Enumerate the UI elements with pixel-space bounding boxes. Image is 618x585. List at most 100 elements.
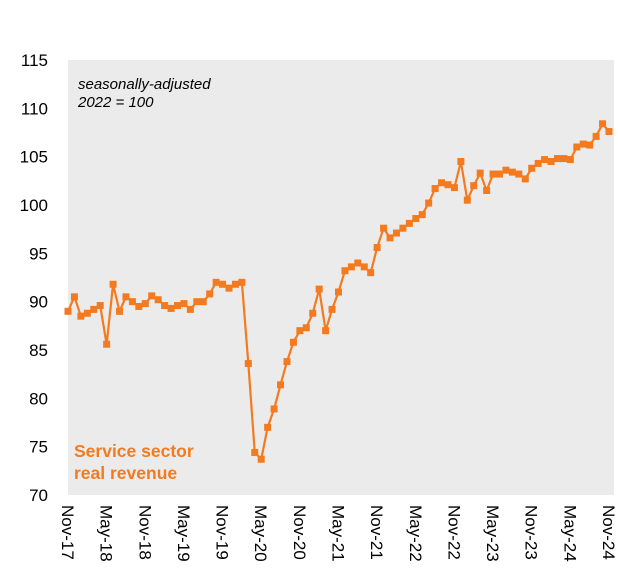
marker [180, 300, 188, 308]
marker [502, 166, 510, 174]
marker [244, 360, 252, 368]
marker [186, 305, 194, 313]
marker [367, 269, 375, 277]
marker [341, 267, 349, 275]
marker [515, 170, 523, 178]
marker [135, 303, 143, 310]
x-tick-label: May-18 [97, 505, 116, 562]
y-tick-label: 90 [29, 293, 48, 312]
y-tick-label: 110 [21, 99, 48, 118]
marker [283, 358, 291, 366]
marker [128, 298, 136, 306]
marker [289, 338, 297, 346]
annotation: 2022 = 100 [77, 94, 154, 111]
marker [450, 184, 458, 192]
x-tick-label: Nov-24 [599, 505, 618, 560]
marker [560, 155, 568, 163]
marker [470, 182, 478, 190]
marker [167, 304, 175, 312]
marker [605, 128, 613, 136]
marker [154, 296, 162, 304]
marker [431, 185, 439, 193]
marker [534, 159, 542, 167]
marker [141, 300, 149, 308]
marker [148, 292, 156, 300]
y-tick-label: 115 [21, 51, 48, 70]
marker [566, 156, 574, 164]
marker [592, 132, 600, 140]
marker [96, 302, 104, 310]
x-tick-label: May-21 [329, 505, 348, 562]
marker [483, 187, 491, 194]
marker [418, 211, 426, 219]
marker [373, 244, 381, 252]
plot-area [68, 60, 614, 495]
marker [161, 302, 169, 310]
marker [238, 278, 246, 286]
y-tick-label: 80 [29, 389, 48, 408]
marker [199, 298, 207, 306]
marker [360, 263, 368, 271]
marker [438, 179, 446, 187]
marker [296, 327, 304, 335]
y-tick-label: 70 [29, 486, 48, 505]
y-tick-label: 75 [29, 438, 48, 457]
marker [116, 307, 124, 315]
y-tick-label: 95 [29, 244, 48, 263]
x-tick-label: Nov-21 [367, 505, 386, 560]
x-tick-label: Nov-18 [135, 505, 154, 560]
marker [264, 423, 272, 431]
marker [315, 285, 323, 293]
marker [476, 169, 484, 177]
marker [444, 181, 452, 189]
x-tick-label: May-19 [174, 505, 193, 562]
marker [173, 302, 181, 310]
marker [399, 224, 407, 232]
marker [463, 196, 471, 204]
marker [109, 280, 117, 288]
marker [405, 219, 413, 227]
x-tick-label: Nov-17 [58, 505, 77, 560]
marker [586, 141, 594, 149]
marker [489, 170, 497, 178]
x-tick-label: May-24 [560, 505, 579, 562]
marker [277, 381, 285, 389]
marker [206, 290, 214, 298]
marker [335, 288, 342, 296]
marker [412, 215, 420, 223]
marker [599, 120, 607, 128]
marker [528, 164, 536, 172]
x-tick-label: Nov-22 [444, 505, 463, 560]
marker [257, 455, 265, 463]
marker [70, 293, 78, 301]
marker [219, 280, 227, 288]
x-tick-label: Nov-19 [213, 505, 232, 560]
x-tick-label: Nov-20 [290, 505, 309, 560]
marker [579, 140, 587, 148]
marker [496, 170, 504, 178]
marker [64, 307, 72, 315]
marker [541, 156, 549, 164]
marker [347, 263, 355, 271]
marker [457, 158, 465, 165]
marker [380, 224, 388, 232]
marker [251, 448, 259, 456]
marker [90, 305, 98, 313]
y-tick-label: 100 [20, 196, 48, 215]
marker [212, 278, 220, 286]
marker [573, 143, 581, 151]
marker [386, 234, 394, 242]
marker [354, 259, 362, 267]
marker [425, 199, 433, 207]
marker [322, 327, 330, 335]
annotation: seasonally-adjusted [78, 76, 211, 93]
marker [77, 312, 85, 320]
marker [547, 158, 555, 165]
x-tick-label: Nov-23 [522, 505, 541, 560]
marker [225, 284, 233, 292]
marker [83, 309, 91, 317]
marker [270, 405, 278, 413]
series-label: Service sector real revenue [74, 441, 194, 483]
